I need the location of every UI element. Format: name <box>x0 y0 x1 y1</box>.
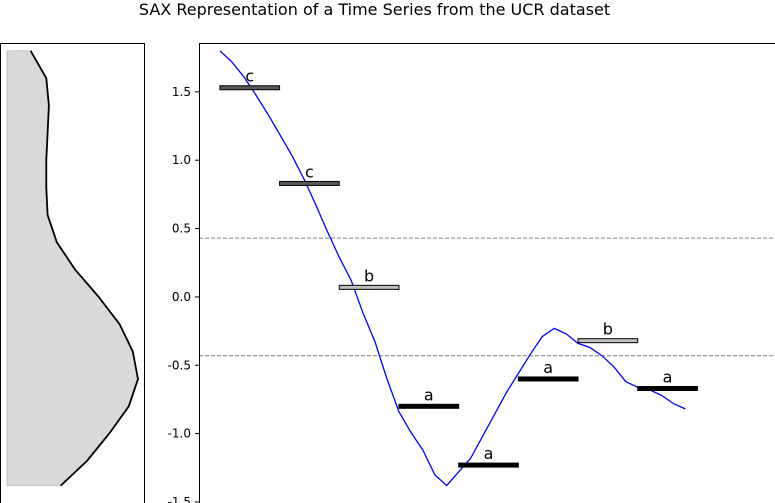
sax-letter-6: a <box>543 358 553 377</box>
sax-segment-1 <box>219 85 281 91</box>
y-tick-label: 1.0 <box>172 153 191 167</box>
sax-segment-4 <box>398 403 460 409</box>
sax-segment-8 <box>637 386 698 392</box>
sax-segment-7 <box>577 338 639 344</box>
density-axes-frame <box>0 43 145 503</box>
y-tick-label: -1.5 <box>168 495 191 503</box>
sax-letter-3: b <box>364 266 374 285</box>
sax-letter-5: a <box>484 444 494 463</box>
sax-letter-8: a <box>663 368 673 387</box>
main-axes-frame <box>199 43 775 503</box>
density-panel <box>0 43 145 503</box>
sax-letter-7: b <box>603 320 613 339</box>
sax-segment-2 <box>279 180 340 186</box>
y-tick-label: -0.5 <box>168 358 191 372</box>
y-tick-label: 1.5 <box>172 85 191 99</box>
sax-letter-4: a <box>424 385 434 404</box>
time-series-line <box>219 50 686 487</box>
sax-letter-1: c <box>245 67 254 86</box>
sax-segment-5 <box>458 462 519 468</box>
y-tick-label: -1.0 <box>168 427 191 441</box>
y-tick-label: 0.5 <box>172 222 191 236</box>
sax-segment-3 <box>338 284 400 290</box>
sax-letter-2: c <box>305 162 314 181</box>
chart-title: SAX Representation of a Time Series from… <box>138 0 611 19</box>
sax-segment-6 <box>517 376 579 382</box>
main-panel: c c b a a a b a -1.5 -1.0 -0.5 0.0 0.5 1.0 1.5 <box>168 43 775 503</box>
density-curve <box>29 50 139 487</box>
y-tick-label: 0.0 <box>172 290 191 304</box>
